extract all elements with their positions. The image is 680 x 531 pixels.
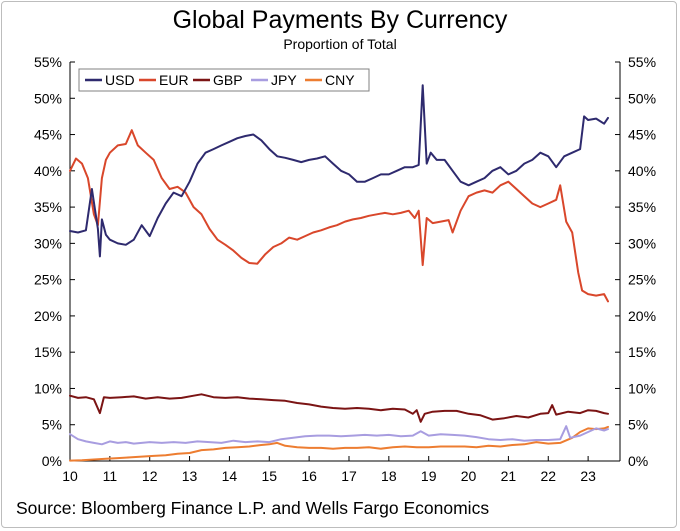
y-tick-label-left: 25% (34, 272, 62, 288)
y-tick-label-left: 10% (34, 380, 62, 396)
y-tick-label-left: 5% (42, 417, 62, 433)
y-tick-label-right: 50% (628, 90, 656, 106)
y-tick-label-left: 35% (34, 199, 62, 215)
y-tick-label-right: 35% (628, 199, 656, 215)
x-tick-label: 21 (501, 468, 517, 484)
y-tick-label-right: 15% (628, 344, 656, 360)
y-tick-label-right: 0% (628, 453, 648, 469)
y-tick-label-right: 55% (628, 54, 656, 70)
y-tick-label-right: 25% (628, 272, 656, 288)
legend-label-gbp: GBP (213, 72, 243, 88)
legend-label-usd: USD (105, 72, 135, 88)
x-tick-label: 10 (62, 468, 78, 484)
x-tick-label: 13 (182, 468, 198, 484)
y-tick-label-right: 40% (628, 163, 656, 179)
y-tick-label-right: 10% (628, 380, 656, 396)
y-tick-label-right: 45% (628, 127, 656, 143)
x-tick-label: 17 (341, 468, 357, 484)
legend-label-jpy: JPY (271, 72, 297, 88)
y-tick-label-left: 30% (34, 235, 62, 251)
y-tick-label-right: 20% (628, 308, 656, 324)
x-tick-label: 20 (461, 468, 477, 484)
legend-label-eur: EUR (159, 72, 189, 88)
chart-series-lines (69, 84, 609, 462)
y-tick-label-left: 20% (34, 308, 62, 324)
chart-title: Global Payments By Currency (172, 6, 508, 34)
series-line-cny (69, 425, 609, 462)
chart-axes: 0% 0% 5% 5% 10% 10% 15% 15% 20% 20% 25% 25% 30% 30% 35… (34, 54, 656, 484)
legend-box (78, 68, 370, 92)
x-tick-label: 23 (580, 468, 596, 484)
x-tick-label: 19 (421, 468, 437, 484)
x-tick-label: 16 (301, 468, 317, 484)
x-tick-label: 15 (261, 468, 277, 484)
y-tick-label-left: 40% (34, 163, 62, 179)
series-line-usd (69, 84, 609, 258)
y-tick-label-left: 50% (34, 90, 62, 106)
y-tick-label-left: 0% (42, 453, 62, 469)
y-tick-label-left: 15% (34, 344, 62, 360)
x-tick-label: 14 (222, 468, 238, 484)
x-tick-label: 18 (381, 468, 397, 484)
x-tick-label: 22 (540, 468, 556, 484)
series-line-jpy (69, 425, 609, 446)
legend-label-cny: CNY (325, 72, 355, 88)
x-tick-label: 11 (103, 468, 118, 484)
chart-source: Source: Bloomberg Finance L.P. and Wells… (16, 498, 490, 518)
y-tick-label-left: 45% (34, 127, 62, 143)
y-tick-label-left: 55% (34, 54, 62, 70)
series-line-eur (69, 129, 609, 303)
y-tick-label-right: 30% (628, 235, 656, 251)
chart-legend: USD EUR GBP JPY CNY (78, 68, 370, 92)
y-tick-label-right: 5% (628, 417, 648, 433)
x-tick-label: 12 (142, 468, 158, 484)
series-line-gbp (69, 393, 609, 423)
chart-subtitle: Proportion of Total (283, 36, 397, 52)
